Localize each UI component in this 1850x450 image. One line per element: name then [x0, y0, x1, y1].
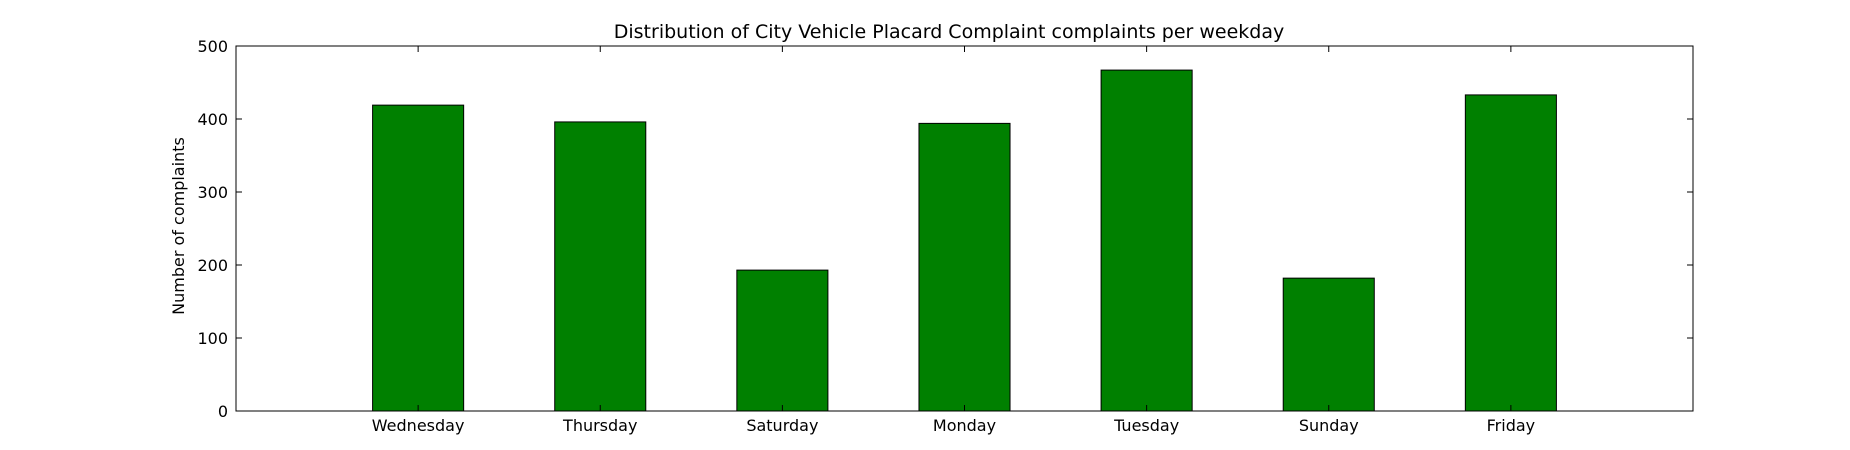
y-ticks: 0 100 200 300 400 500 [197, 37, 1693, 421]
y-axis-label: Number of complaints [169, 137, 188, 315]
bar-monday [918, 122, 1011, 412]
bar-thursday [554, 121, 647, 412]
x-tick-label-saturday: Saturday [746, 416, 818, 435]
x-ticks: Wednesday Thursday Saturday Monday Tuesday Su… [372, 46, 1535, 435]
x-tick-label-wednesday: Wednesday [372, 416, 465, 435]
x-tick-label-friday: Friday [1487, 416, 1536, 435]
x-tick-label-monday: Monday [933, 416, 996, 435]
x-tick-label-tuesday: Tuesday [1113, 416, 1179, 435]
x-tick-label-sunday: Sunday [1299, 416, 1359, 435]
chart-title: Distribution of City Vehicle Placard Com… [614, 21, 1284, 43]
bars-group [372, 69, 1557, 412]
y-tick-label-500: 500 [197, 37, 228, 56]
bar-friday [1464, 94, 1557, 412]
y-tick-label-200: 200 [197, 256, 228, 275]
y-tick-label-300: 300 [197, 183, 228, 202]
y-tick-label-400: 400 [197, 110, 228, 129]
bar-wednesday [372, 104, 465, 412]
x-tick-label-thursday: Thursday [562, 416, 637, 435]
bar-saturday [736, 269, 829, 412]
y-tick-label-100: 100 [197, 329, 228, 348]
y-tick-label-0: 0 [218, 402, 228, 421]
bar-tuesday [1100, 69, 1193, 412]
plot-frame [235, 45, 1694, 412]
bar-sunday [1282, 277, 1375, 412]
